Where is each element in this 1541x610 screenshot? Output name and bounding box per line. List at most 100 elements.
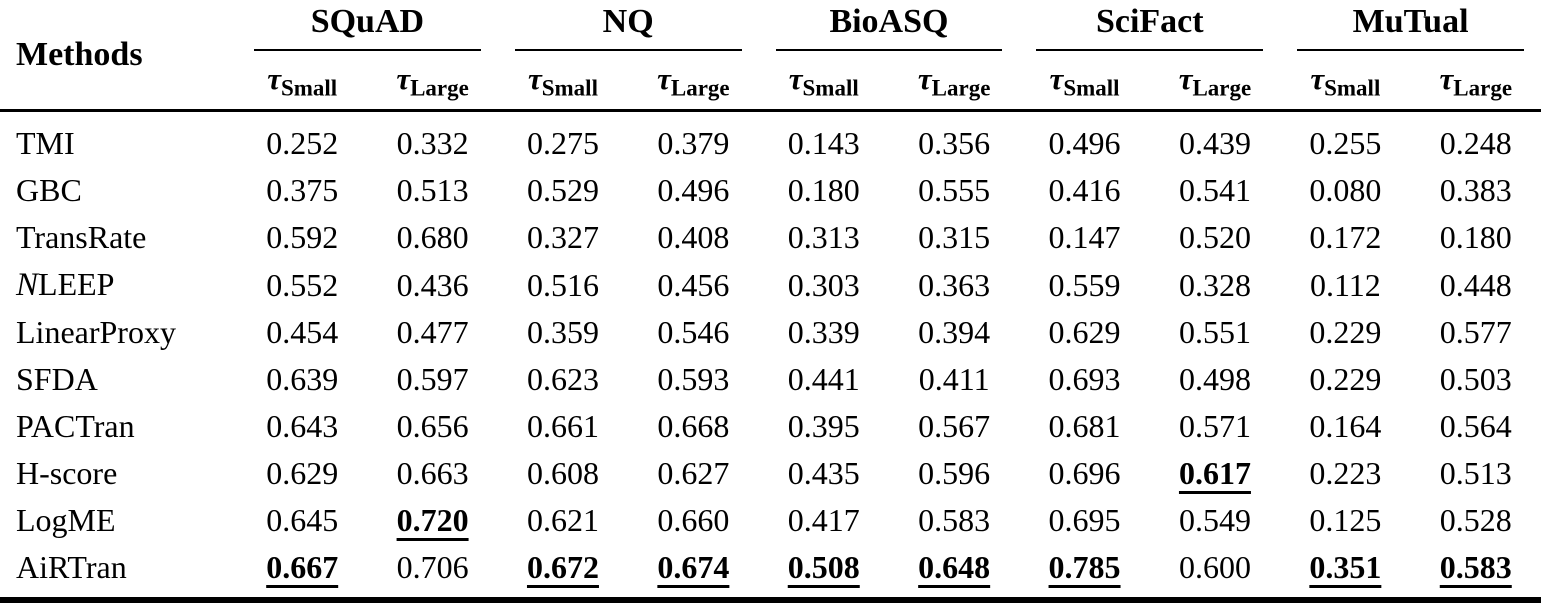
score-cell: 0.529 bbox=[498, 167, 628, 214]
score-cell: 0.112 bbox=[1280, 261, 1410, 309]
score-cell: 0.147 bbox=[1019, 214, 1149, 261]
score-value: 0.546 bbox=[657, 314, 730, 350]
score-cell: 0.552 bbox=[237, 261, 367, 309]
score-value-best: 0.508 bbox=[787, 549, 860, 585]
score-value: 0.143 bbox=[787, 125, 860, 161]
score-value: 0.356 bbox=[918, 125, 991, 161]
score-cell: 0.356 bbox=[889, 111, 1019, 168]
dataset-label: SQuAD bbox=[254, 2, 481, 51]
score-cell: 0.559 bbox=[1019, 261, 1149, 309]
score-value: 0.417 bbox=[787, 502, 860, 538]
score-value: 0.416 bbox=[1048, 172, 1121, 208]
score-value: 0.681 bbox=[1048, 408, 1121, 444]
score-value: 0.549 bbox=[1178, 502, 1251, 538]
score-value: 0.477 bbox=[396, 314, 469, 350]
tau-symbol: τ bbox=[657, 61, 671, 96]
score-cell: 0.328 bbox=[1150, 261, 1280, 309]
method-name: SFDA bbox=[16, 361, 98, 397]
metric-header-tau-large: τLarge bbox=[367, 51, 498, 112]
score-cell: 0.546 bbox=[628, 309, 758, 356]
score-value: 0.375 bbox=[266, 172, 339, 208]
score-value: 0.180 bbox=[1439, 219, 1512, 255]
score-cell: 0.516 bbox=[498, 261, 628, 309]
score-cell: 0.567 bbox=[889, 403, 1019, 450]
score-cell: 0.528 bbox=[1411, 497, 1541, 544]
score-value: 0.513 bbox=[1439, 455, 1512, 491]
score-cell: 0.172 bbox=[1280, 214, 1410, 261]
score-value-best: 0.583 bbox=[1439, 549, 1512, 585]
score-cell: 0.395 bbox=[759, 403, 889, 450]
score-cell: 0.143 bbox=[759, 111, 889, 168]
score-value: 0.080 bbox=[1309, 172, 1382, 208]
score-value: 0.229 bbox=[1309, 361, 1382, 397]
score-cell: 0.327 bbox=[498, 214, 628, 261]
score-value: 0.639 bbox=[266, 361, 339, 397]
method-name: AiRTran bbox=[16, 549, 127, 585]
score-cell: 0.411 bbox=[889, 356, 1019, 403]
score-value: 0.275 bbox=[526, 125, 599, 161]
score-cell: 0.597 bbox=[367, 356, 497, 403]
score-value: 0.660 bbox=[657, 502, 730, 538]
score-value-best: 0.617 bbox=[1178, 455, 1251, 491]
score-cell: 0.332 bbox=[367, 111, 497, 168]
score-cell: 0.680 bbox=[367, 214, 497, 261]
score-cell: 0.583 bbox=[1411, 544, 1541, 591]
score-value: 0.496 bbox=[1048, 125, 1121, 161]
score-cell: 0.303 bbox=[759, 261, 889, 309]
method-name: GBC bbox=[16, 172, 82, 208]
score-cell: 0.706 bbox=[367, 544, 497, 591]
score-cell: 0.667 bbox=[237, 544, 367, 591]
score-value-best: 0.667 bbox=[266, 549, 339, 585]
score-cell: 0.477 bbox=[367, 309, 497, 356]
method-name: H-score bbox=[16, 455, 118, 491]
score-value: 0.164 bbox=[1309, 408, 1382, 444]
score-cell: 0.621 bbox=[498, 497, 628, 544]
score-cell: 0.629 bbox=[237, 450, 367, 497]
metric-header-tau-small: τSmall bbox=[1280, 51, 1411, 112]
table-row-nnleep: NLEEP 0.552 0.436 0.516 0.456 0.303 0.363 0.559… bbox=[0, 261, 1541, 309]
score-value: 0.555 bbox=[918, 172, 991, 208]
score-value: 0.559 bbox=[1048, 266, 1121, 303]
score-cell: 0.375 bbox=[237, 167, 367, 214]
tau-symbol: τ bbox=[1049, 61, 1064, 96]
score-value: 0.583 bbox=[918, 502, 991, 538]
score-cell: 0.520 bbox=[1150, 214, 1280, 261]
dataset-header-mutual: MuTual bbox=[1280, 0, 1541, 51]
score-value-best: 0.720 bbox=[396, 502, 469, 538]
tau-symbol: τ bbox=[267, 61, 281, 96]
score-cell: 0.564 bbox=[1411, 403, 1541, 450]
score-cell: 0.645 bbox=[237, 497, 367, 544]
tau-subscript: Large bbox=[931, 75, 991, 101]
score-value: 0.706 bbox=[396, 549, 469, 585]
score-value: 0.577 bbox=[1439, 314, 1512, 350]
script-N-glyph: N bbox=[16, 267, 39, 303]
score-cell: 0.623 bbox=[498, 356, 628, 403]
table-row-logme: LogME 0.645 0.720 0.621 0.660 0.417 0.583 0.695… bbox=[0, 497, 1541, 544]
score-value: 0.564 bbox=[1439, 408, 1512, 444]
method-name: TMI bbox=[16, 125, 75, 161]
tau-subscript: Large bbox=[670, 75, 730, 101]
metric-header-tau-small: τSmall bbox=[497, 51, 629, 112]
score-cell: 0.456 bbox=[628, 261, 758, 309]
score-value: 0.303 bbox=[787, 266, 860, 303]
score-cell: 0.408 bbox=[628, 214, 758, 261]
dataset-label: SciFact bbox=[1036, 2, 1264, 51]
tau-subscript: Large bbox=[1453, 75, 1513, 101]
score-cell: 0.417 bbox=[759, 497, 889, 544]
score-value: 0.328 bbox=[1178, 266, 1251, 303]
tau-subscript: Large bbox=[410, 75, 469, 101]
table-row-pactran: PACTran 0.643 0.656 0.661 0.668 0.395 0.567 0.6… bbox=[0, 403, 1541, 450]
score-value: 0.395 bbox=[787, 408, 860, 444]
score-cell: 0.313 bbox=[759, 214, 889, 261]
score-cell: 0.660 bbox=[628, 497, 758, 544]
score-value: 0.363 bbox=[918, 266, 991, 303]
score-cell: 0.379 bbox=[628, 111, 758, 168]
score-cell: 0.383 bbox=[1411, 167, 1541, 214]
score-cell: 0.435 bbox=[759, 450, 889, 497]
score-cell: 0.275 bbox=[498, 111, 628, 168]
table-row-h-score: H-score 0.629 0.663 0.608 0.627 0.435 0.596 0.6… bbox=[0, 450, 1541, 497]
tau-subscript: Small bbox=[802, 75, 859, 101]
score-value: 0.627 bbox=[657, 455, 730, 491]
score-cell: 0.720 bbox=[367, 497, 497, 544]
score-value: 0.359 bbox=[526, 314, 599, 350]
